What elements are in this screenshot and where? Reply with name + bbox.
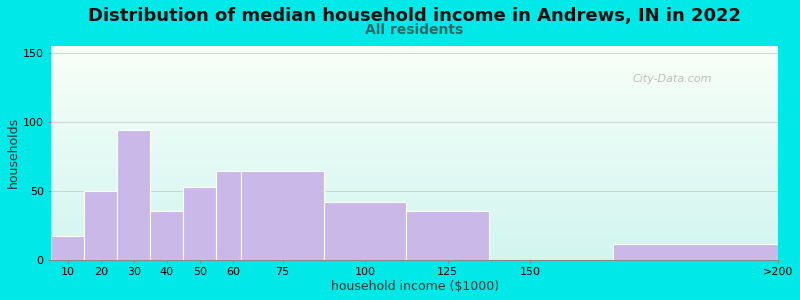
Bar	[242, 171, 324, 260]
Y-axis label: households: households	[7, 117, 20, 188]
Bar	[84, 191, 118, 260]
Bar	[217, 171, 242, 260]
Bar	[150, 212, 183, 260]
Text: City-Data.com: City-Data.com	[633, 74, 712, 84]
Bar	[183, 187, 217, 260]
Bar	[324, 202, 406, 260]
Bar	[613, 244, 778, 260]
Bar	[118, 130, 150, 260]
X-axis label: household income ($1000): household income ($1000)	[330, 280, 498, 293]
Text: All residents: All residents	[366, 23, 464, 38]
Bar	[406, 212, 489, 260]
Title: Distribution of median household income in Andrews, IN in 2022: Distribution of median household income …	[88, 7, 741, 25]
Bar	[51, 236, 84, 260]
